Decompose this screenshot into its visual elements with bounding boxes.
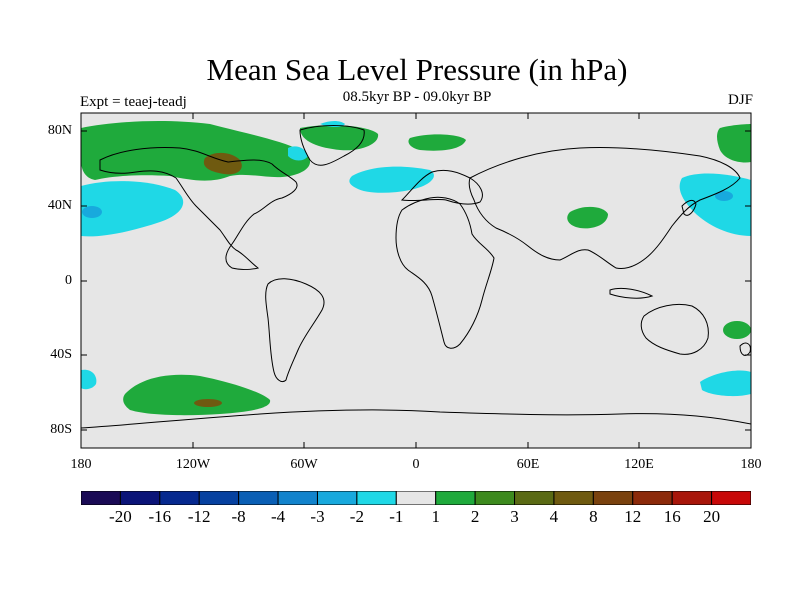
anomaly-positive-arctic-east <box>717 124 751 163</box>
colorbar-swatch <box>277 491 318 505</box>
anomaly-negative-baffin <box>288 146 308 161</box>
axis-ticks <box>81 113 751 448</box>
colorbar-swatch <box>198 491 240 505</box>
colorbar-label: 2 <box>470 507 480 526</box>
coastlines <box>81 125 751 429</box>
lon-label-180w: 180 <box>70 457 92 472</box>
colorbar-swatch <box>435 491 476 505</box>
anomaly-positive-tasman <box>723 321 751 339</box>
colorbar-label: 8 <box>589 507 598 526</box>
anomaly-negative-nw-pacific <box>679 173 751 236</box>
colorbar-swatch <box>316 491 358 505</box>
colorbar-swatch <box>592 491 634 505</box>
lat-label-40n: 40N <box>47 198 72 213</box>
colorbar-label: 1 <box>431 507 440 526</box>
colorbar-label: 3 <box>510 507 519 526</box>
anomaly-negative-north-atlantic <box>349 166 434 193</box>
colorbar-label: 20 <box>703 507 721 526</box>
colorbar-label: -20 <box>109 507 132 526</box>
colorbar-swatch <box>159 491 200 505</box>
anomaly-negative-north-pacific <box>81 181 184 237</box>
lon-label-60w: 60W <box>290 457 318 472</box>
lon-label-120w: 120W <box>175 457 211 472</box>
colorbar-label: -1 <box>389 507 404 526</box>
anomaly-positive-central-asia <box>567 206 608 229</box>
anomaly-positive-south-pacific-core <box>194 399 222 407</box>
colorbar-swatch <box>671 491 713 505</box>
lat-label-0: 0 <box>65 273 72 288</box>
colorbar-label: 12 <box>624 507 642 526</box>
colorbar-label: -16 <box>148 507 172 526</box>
colorbar-swatch <box>119 491 161 505</box>
lat-label-80n: 80N <box>47 123 72 138</box>
colorbar-label: 4 <box>549 507 559 526</box>
colorbar-label: -4 <box>271 507 286 526</box>
lon-label-60e: 60E <box>516 457 540 472</box>
coastline-antarctica <box>81 409 751 429</box>
colorbar-swatch <box>395 491 437 505</box>
coastline-indonesia <box>609 287 654 299</box>
lon-label-0: 0 <box>412 457 420 472</box>
anomaly-positive-south-pacific <box>123 374 271 416</box>
colorbar-swatch <box>632 491 673 505</box>
coastline-south-america <box>265 278 325 383</box>
coastline-new-zealand <box>739 342 751 356</box>
colorbar-label: -8 <box>231 507 246 526</box>
colorbar-label: 16 <box>663 507 681 526</box>
colorbar-swatch <box>553 491 594 505</box>
lat-label-40s: 40S <box>50 347 72 362</box>
colorbar-swatch <box>514 491 555 505</box>
colorbar-swatch <box>711 491 751 505</box>
lat-label-80s: 80S <box>50 422 72 437</box>
anomaly-negative-north-pacific-core <box>82 206 102 218</box>
lon-label-180e: 180 <box>740 457 762 472</box>
lon-label-120e: 120E <box>624 457 654 472</box>
anomaly-positive-arctic-2 <box>408 134 466 151</box>
coastline-europe-africa <box>395 196 495 349</box>
season-label: DJF <box>727 92 753 108</box>
coastline-australia <box>640 303 709 355</box>
anomaly-negative-nw-pacific-core <box>715 191 733 201</box>
coastline-europe <box>400 169 483 205</box>
anomaly-negative-south-pacific-west <box>81 369 97 390</box>
colorbar-swatch <box>81 491 121 505</box>
coastline-greenland <box>299 125 365 166</box>
colorbar-swatch <box>356 491 397 505</box>
coastline-north-america <box>99 147 298 270</box>
coastline-japan <box>681 199 697 216</box>
colorbar-label: -3 <box>310 507 325 526</box>
colorbar <box>81 491 751 505</box>
anomaly-positive-arctic <box>300 125 379 151</box>
anomaly-positive-north-america-core <box>203 152 242 175</box>
map-subtitle: 08.5kyr BP - 09.0kyr BP <box>342 89 492 105</box>
experiment-label: Expt = teaej-teadj <box>80 94 187 110</box>
colorbar-swatch <box>474 491 516 505</box>
colorbar-label: -2 <box>349 507 364 526</box>
colorbar-swatch <box>238 491 279 505</box>
colorbar-label: -12 <box>187 507 211 526</box>
map-title: Mean Sea Level Pressure (in hPa) <box>206 52 628 87</box>
coastline-asia <box>468 146 741 269</box>
anomaly-negative-south-pacific-east <box>700 370 751 397</box>
